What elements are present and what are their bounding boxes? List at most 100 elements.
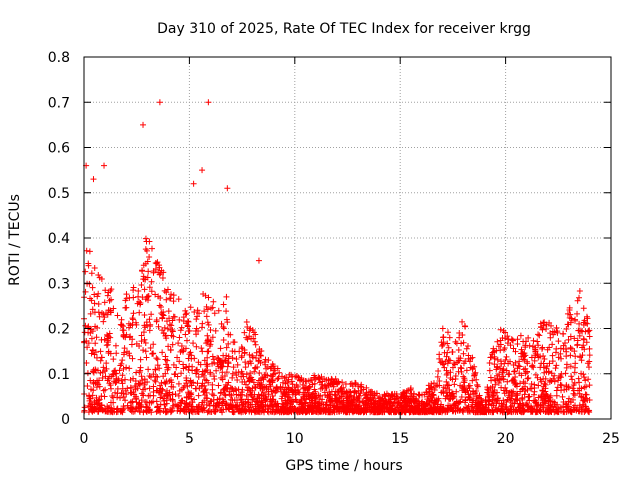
data-point [182,345,189,352]
data-point [403,388,410,395]
data-point [94,293,101,300]
data-point [484,389,491,396]
data-point [522,365,529,372]
data-point [298,405,305,412]
data-point [141,381,148,388]
data-point [142,340,149,347]
data-point [391,396,398,403]
data-point [466,382,473,389]
data-point [206,402,213,409]
data-point [563,364,570,371]
data-point [127,389,134,396]
data-point [137,300,144,307]
data-point [460,379,467,386]
data-point [154,373,161,380]
data-point [376,400,383,407]
data-point [540,319,547,326]
data-point [102,386,109,393]
data-point [428,385,435,392]
data-point [126,365,133,372]
data-point [524,358,531,365]
data-point [462,397,469,404]
data-point [270,367,277,374]
data-point [421,391,428,398]
data-point [582,406,589,413]
data-point [304,387,311,394]
data-point [95,400,102,407]
data-point [137,364,144,371]
data-point [156,365,163,372]
data-point [229,370,236,377]
data-point [524,375,531,382]
data-point [531,344,538,351]
data-point [246,327,253,334]
data-point [205,408,212,415]
data-point [156,99,163,106]
data-point [188,379,195,386]
data-point [320,408,327,415]
data-point [246,386,253,393]
data-point [224,185,231,192]
data-point [370,406,377,413]
data-point [179,397,186,404]
data-point [193,343,200,350]
data-point [149,398,156,405]
data-point [275,375,282,382]
data-point [507,342,514,349]
data-point [145,293,152,300]
data-point [544,363,551,370]
data-point [532,397,539,404]
data-point [233,369,240,376]
data-point [162,332,169,339]
data-point [238,389,245,396]
data-point [255,257,262,264]
data-point [166,295,173,302]
data-point [497,326,504,333]
data-point [313,398,320,405]
data-point [473,376,480,383]
data-point [417,409,424,416]
data-point [118,407,125,414]
data-point [280,403,287,410]
data-point [175,402,182,409]
data-point [514,397,521,404]
data-point [100,318,107,325]
data-point [252,341,259,348]
data-point [346,398,353,405]
data-point [123,364,130,371]
data-point [326,409,333,416]
data-point [230,364,237,371]
data-point [154,356,161,363]
data-point [186,327,193,334]
data-point [546,344,553,351]
data-point [381,392,388,399]
data-point [393,393,400,400]
data-point [266,398,273,405]
data-point [95,301,102,308]
data-point [295,406,302,413]
data-point [562,370,569,377]
data-point [574,337,581,344]
data-point [142,385,149,392]
data-point [163,361,170,368]
y-tick-label: 0.8 [48,50,70,66]
data-point [146,238,153,245]
data-point [265,405,272,412]
data-point [333,403,340,410]
data-point [535,394,542,401]
data-point [323,399,330,406]
data-point [296,409,303,416]
data-point [573,407,580,414]
data-point [372,398,379,405]
data-point [531,381,538,388]
data-point [486,360,493,367]
data-point [329,380,336,387]
data-point [141,336,148,343]
data-point [132,378,139,385]
data-point [159,275,166,282]
data-point [430,403,437,410]
data-point [182,400,189,407]
data-point [242,403,249,410]
data-point [449,349,456,356]
data-point [188,406,195,413]
